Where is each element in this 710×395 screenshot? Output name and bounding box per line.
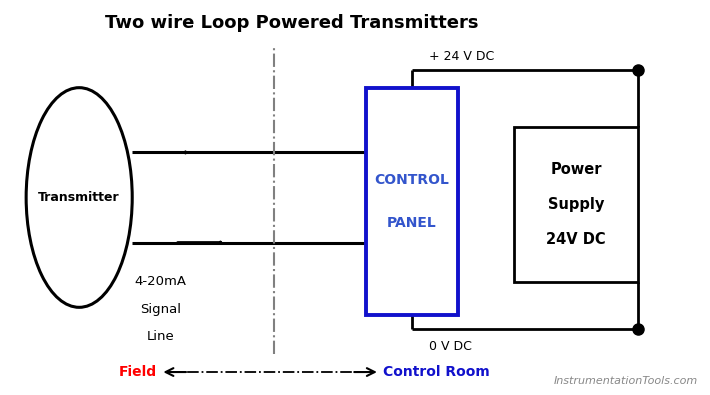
Text: Supply: Supply [548,197,604,212]
Text: Field: Field [119,365,157,379]
Text: 24V DC: 24V DC [546,232,606,247]
Text: + 24 V DC: + 24 V DC [430,50,494,63]
Text: Power: Power [550,162,602,177]
Text: Control Room: Control Room [383,365,490,379]
Text: Transmitter: Transmitter [38,191,120,204]
Text: PANEL: PANEL [387,216,437,230]
Text: Signal: Signal [140,303,181,316]
Text: CONTROL: CONTROL [374,173,449,187]
Text: Line: Line [147,330,175,343]
Text: InstrumentationTools.com: InstrumentationTools.com [554,376,698,386]
Text: 4-20mA: 4-20mA [134,275,187,288]
Text: Two wire Loop Powered Transmitters: Two wire Loop Powered Transmitters [104,14,478,32]
Bar [366,88,457,315]
Text: 0 V DC: 0 V DC [430,340,472,353]
Bar [514,127,638,282]
